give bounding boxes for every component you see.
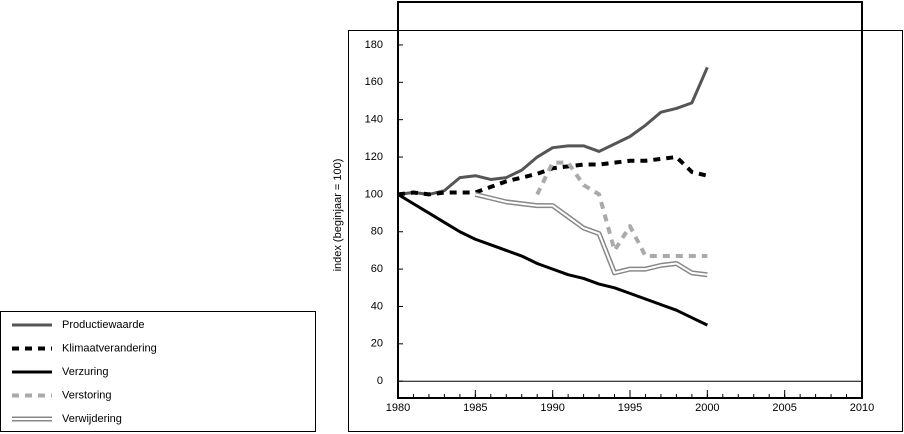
x-tick-label: 1985 bbox=[463, 402, 487, 414]
legend-label: Productiewaarde bbox=[62, 319, 145, 331]
series-line bbox=[397, 193, 708, 327]
x-tick-label: 2005 bbox=[772, 402, 796, 414]
legend-label: Verzuring bbox=[62, 366, 108, 378]
series-line bbox=[397, 66, 709, 196]
legend-label: Klimaatverandering bbox=[62, 342, 157, 354]
series-line bbox=[535, 160, 708, 259]
y-tick-label: 100 bbox=[365, 188, 383, 200]
x-tick-label: 2000 bbox=[695, 402, 719, 414]
y-tick-label: 140 bbox=[365, 114, 383, 126]
series-line bbox=[397, 155, 708, 197]
y-tick-label: 0 bbox=[377, 375, 383, 387]
y-tick-label: 20 bbox=[371, 338, 383, 350]
legend-label: Verstoring bbox=[62, 389, 112, 401]
y-tick-label: 160 bbox=[365, 76, 383, 88]
y-tick-label: 80 bbox=[371, 226, 383, 238]
y-tick-label: 180 bbox=[365, 39, 383, 51]
legend-label: Verwijdering bbox=[62, 413, 122, 425]
x-tick-label: 1990 bbox=[540, 402, 564, 414]
x-tick-label: 1980 bbox=[386, 402, 410, 414]
plot bbox=[397, 44, 863, 398]
plot-border bbox=[397, 1, 863, 399]
y-axis-label: index (beginjaar = 100) bbox=[332, 159, 344, 272]
x-tick-label: 2010 bbox=[850, 402, 874, 414]
y-tick-label: 40 bbox=[371, 300, 383, 312]
legend-box bbox=[0, 311, 316, 432]
series-line-inner bbox=[475, 193, 708, 276]
y-tick-label: 120 bbox=[365, 151, 383, 163]
x-tick-label: 1995 bbox=[618, 402, 642, 414]
series-line bbox=[474, 191, 708, 278]
y-tick-label: 60 bbox=[371, 263, 383, 275]
chart-frame bbox=[348, 30, 903, 432]
